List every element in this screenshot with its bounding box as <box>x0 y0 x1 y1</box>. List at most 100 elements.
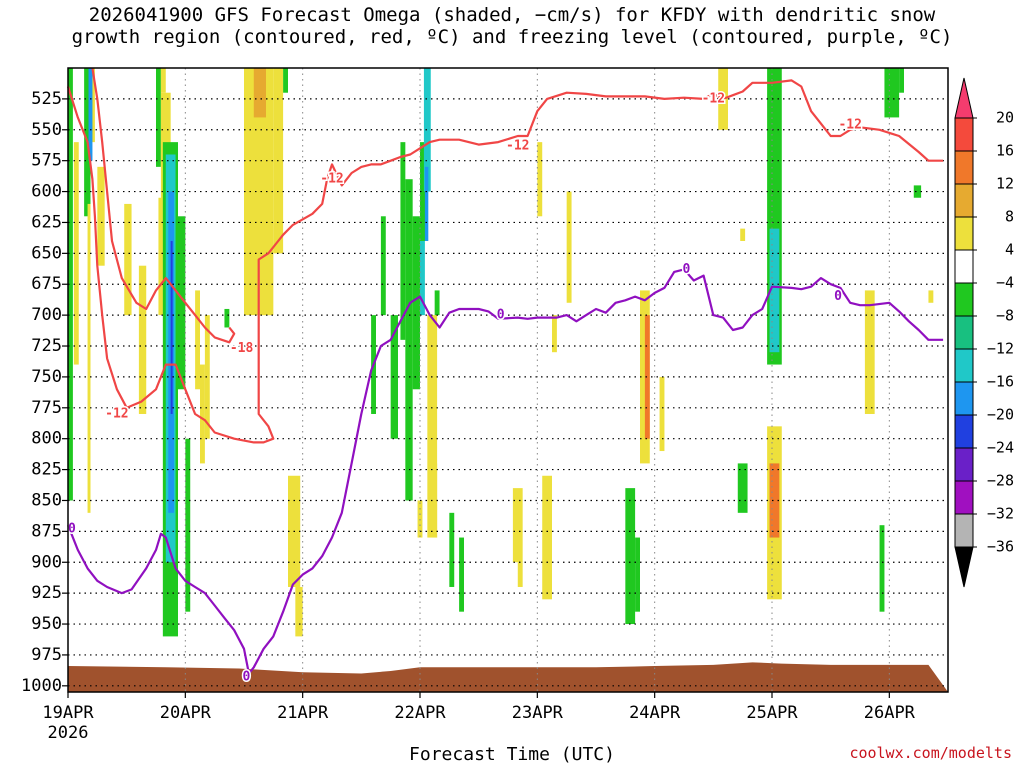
y-tick-label-9: 750 <box>31 367 62 387</box>
omega-cell-32 <box>390 315 398 439</box>
colorbar-label-5: −4 <box>996 274 1014 292</box>
colorbar-label-0: 20 <box>996 109 1014 127</box>
credit-text: coolwx.com/modelts <box>849 744 1012 762</box>
omega-cell-49 <box>542 475 552 600</box>
omega-cell-29 <box>295 586 303 637</box>
x-tick-label-5: 24APR <box>629 703 681 723</box>
contour-label-4: -12 <box>702 91 725 106</box>
y-tick-label-19: 1000 <box>21 676 62 696</box>
omega-cell-50 <box>552 315 557 353</box>
colorbar-bin-12 <box>954 480 974 515</box>
omega-cell-35 <box>412 216 420 390</box>
omega-cell-41 <box>427 315 438 538</box>
omega-cell-10 <box>158 197 164 316</box>
colorbar-bin-13 <box>954 513 974 548</box>
colorbar-label-1: 16 <box>996 142 1014 160</box>
omega-cell-51 <box>566 191 572 303</box>
chart-title-line-2: growth region (contoured, red, ºC) and f… <box>71 26 953 48</box>
omega-cell-27 <box>283 68 288 93</box>
contour-label-10: 0 <box>834 289 842 304</box>
colorbar-bin-11 <box>954 447 974 482</box>
y-tick-label-4: 625 <box>31 212 62 232</box>
omega-cell-8 <box>138 265 147 414</box>
x-tick-label-2: 21APR <box>277 703 329 723</box>
omega-cell-31 <box>380 216 386 316</box>
y-tick-label-17: 950 <box>31 614 62 634</box>
colorbar-bin-6 <box>954 282 974 317</box>
omega-cell-33 <box>400 142 406 340</box>
omega-cell-40 <box>424 166 429 241</box>
y-tick-label-14: 875 <box>31 521 62 541</box>
colorbar-bin-9 <box>954 381 974 416</box>
contour-line-1 <box>91 67 236 344</box>
colorbar-bin-3 <box>954 183 974 218</box>
terrain-layer <box>68 662 948 692</box>
x-tick-label-3: 22APR <box>394 703 446 723</box>
omega-cell-48 <box>537 142 543 217</box>
omega-shading-layer <box>68 68 934 637</box>
omega-cell-59 <box>740 228 746 241</box>
colorbar-bin-10 <box>954 414 974 449</box>
omega-cell-63 <box>769 463 780 538</box>
colorbar-bin-1 <box>954 117 974 152</box>
contour-label-1: -18 <box>230 341 254 356</box>
y-tick-label-2: 575 <box>31 151 62 171</box>
colorbar-bin-7 <box>954 315 974 350</box>
y-tick-label-12: 825 <box>31 460 62 480</box>
contours-layer <box>66 67 944 675</box>
contour-label-8: 0 <box>497 308 505 323</box>
omega-cell-45 <box>459 537 464 612</box>
omega-cell-24 <box>253 68 266 118</box>
omega-cell-47 <box>517 562 523 587</box>
chart-title: 2026041900 GFS Forecast Omega (shaded, −… <box>0 4 1024 48</box>
omega-cell-56 <box>659 376 665 452</box>
omega-cell-22 <box>224 308 230 328</box>
omega-cell-58 <box>737 463 748 513</box>
colorbar-label-12: −32 <box>987 505 1014 523</box>
y-tick-label-10: 775 <box>31 398 62 418</box>
omega-cell-4 <box>88 68 93 161</box>
colorbar-label-13: −36 <box>987 538 1014 556</box>
omega-cell-18 <box>185 438 191 612</box>
y-tick-label-0: 525 <box>31 89 62 109</box>
x-tick-label-4: 23APR <box>512 703 564 723</box>
x-tick-label-1: 20APR <box>160 703 212 723</box>
omega-cell-53 <box>635 537 640 612</box>
colorbar-bin-4 <box>954 216 974 251</box>
contour-line-2 <box>66 268 944 675</box>
y-axis: 525 550 575 600 625 650 675 700 725 750 775 800 825 8… <box>21 89 68 696</box>
colorbar-label-8: −16 <box>987 373 1014 391</box>
colorbar-bin-8 <box>954 348 974 383</box>
contour-label-6: 0 <box>68 521 76 536</box>
omega-cell-7 <box>124 203 132 316</box>
plot-frame <box>67 67 949 693</box>
omega-cell-67 <box>899 68 904 93</box>
omega-cell-9 <box>156 68 161 167</box>
omega-cell-55 <box>644 315 650 439</box>
contour-label-7: 0 <box>243 670 251 685</box>
contour-labels-layer: -12 -18 -12 -12 -12 -12 0 0 0 0 0 <box>66 90 863 686</box>
x-tick-sublabel-0: 2026 <box>48 723 89 743</box>
y-tick-label-15: 900 <box>31 552 62 572</box>
omega-cell-46 <box>512 488 523 563</box>
y-tick-label-1: 550 <box>31 120 62 140</box>
colorbar-bottom-arrow <box>954 546 974 588</box>
colorbar-label-2: 12 <box>996 175 1014 193</box>
omega-cell-43 <box>432 463 438 538</box>
contour-line-0 <box>66 79 944 444</box>
y-tick-label-7: 700 <box>31 305 62 325</box>
colorbar-top-arrow <box>954 77 974 119</box>
x-tick-label-0: 19APR <box>42 703 94 723</box>
x-tick-label-7: 26APR <box>864 703 916 723</box>
omega-cell-66 <box>884 68 900 118</box>
omega-cell-69 <box>928 290 934 303</box>
colorbar-bin-2 <box>954 150 974 185</box>
omega-cell-65 <box>879 525 885 612</box>
colorbar-label-9: −20 <box>987 406 1014 424</box>
omega-cell-39 <box>423 68 431 192</box>
omega-cell-38 <box>420 240 425 316</box>
omega-cell-16 <box>170 240 173 414</box>
y-tick-label-18: 975 <box>31 645 62 665</box>
